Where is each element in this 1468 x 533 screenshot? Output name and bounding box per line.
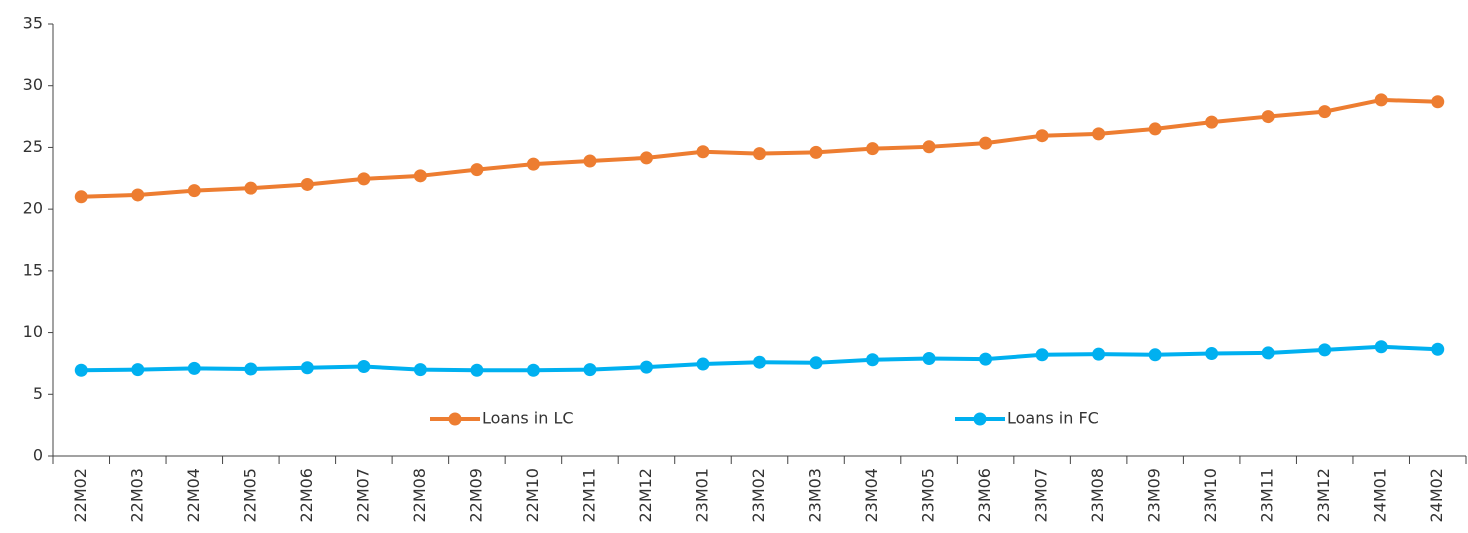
data-point — [1092, 127, 1106, 141]
data-point — [866, 142, 880, 156]
x-tick-label: 23M06 — [975, 468, 994, 523]
data-point — [187, 184, 201, 198]
data-point — [979, 352, 993, 366]
x-tick-label: 22M04 — [184, 468, 203, 523]
data-point — [1205, 115, 1219, 129]
x-tick-label: 23M07 — [1032, 468, 1051, 523]
x-tick-label: 23M05 — [919, 468, 938, 523]
x-tick-label: 23M02 — [749, 468, 768, 523]
data-point — [131, 188, 145, 202]
x-tick-label: 23M04 — [862, 468, 881, 523]
x-tick-label: 23M01 — [692, 468, 711, 523]
data-point — [1148, 348, 1162, 362]
x-tick-label: 24M02 — [1427, 468, 1446, 523]
x-tick-label: 22M03 — [127, 468, 146, 523]
data-point — [357, 360, 371, 374]
data-point — [1205, 347, 1219, 361]
legend-marker — [448, 412, 462, 426]
data-point — [526, 363, 540, 377]
x-tick-label: 22M10 — [523, 468, 542, 523]
x-tick-label: 22M09 — [466, 468, 485, 523]
x-tick-label: 22M11 — [579, 468, 598, 523]
data-point — [1035, 129, 1049, 143]
y-tick-label: 30 — [23, 75, 43, 94]
data-point — [470, 363, 484, 377]
y-tick-label: 20 — [23, 199, 43, 218]
data-point — [244, 181, 258, 195]
data-point — [639, 151, 653, 165]
data-point — [809, 356, 823, 370]
data-point — [1431, 95, 1445, 109]
data-point — [1092, 347, 1106, 361]
data-point — [1374, 340, 1388, 354]
x-tick-label: 22M02 — [71, 468, 90, 523]
data-point — [979, 136, 993, 150]
data-point — [1148, 122, 1162, 136]
x-tick-label: 23M11 — [1258, 468, 1277, 523]
data-point — [357, 172, 371, 186]
data-point — [922, 140, 936, 154]
data-point — [413, 169, 427, 183]
x-tick-label: 23M08 — [1088, 468, 1107, 523]
x-tick-label: 23M09 — [1145, 468, 1164, 523]
data-point — [74, 190, 88, 204]
data-point — [696, 145, 710, 159]
data-point — [753, 355, 766, 369]
legend-label: Loans in LC — [482, 409, 574, 428]
y-tick-label: 15 — [23, 260, 43, 279]
data-point — [583, 154, 597, 168]
data-point — [696, 357, 710, 371]
data-point — [1374, 93, 1388, 107]
data-point — [1261, 346, 1275, 360]
x-tick-label: 24M01 — [1371, 468, 1390, 523]
data-point — [244, 362, 258, 376]
data-point — [1431, 342, 1445, 356]
x-tick-label: 23M03 — [806, 468, 825, 523]
data-point — [300, 361, 314, 375]
data-point — [809, 145, 823, 159]
legend-marker — [973, 412, 987, 426]
y-tick-label: 5 — [33, 384, 43, 403]
y-tick-label: 10 — [23, 322, 43, 341]
x-tick-label: 22M08 — [410, 468, 429, 523]
x-tick-label: 22M07 — [353, 468, 372, 523]
x-tick-label: 23M12 — [1314, 468, 1333, 523]
data-point — [583, 363, 597, 377]
data-point — [1318, 105, 1332, 119]
x-tick-label: 22M12 — [636, 468, 655, 523]
data-point — [187, 361, 201, 375]
data-point — [74, 363, 88, 377]
data-point — [639, 360, 653, 374]
x-tick-label: 22M05 — [240, 468, 259, 523]
y-tick-label: 35 — [23, 14, 43, 33]
legend-label: Loans in FC — [1007, 409, 1099, 428]
data-point — [922, 351, 936, 365]
x-tick-label: 23M10 — [1201, 468, 1220, 523]
data-point — [753, 147, 766, 161]
x-tick-label: 22M06 — [297, 468, 316, 523]
data-point — [300, 177, 314, 191]
data-point — [131, 363, 145, 377]
data-point — [1318, 343, 1332, 357]
data-point — [526, 157, 540, 171]
y-tick-label: 0 — [33, 446, 43, 465]
data-point — [1035, 348, 1049, 362]
y-tick-label: 25 — [23, 137, 43, 156]
data-point — [413, 363, 427, 377]
data-point — [1261, 110, 1275, 124]
data-point — [866, 353, 880, 367]
data-point — [470, 163, 484, 177]
